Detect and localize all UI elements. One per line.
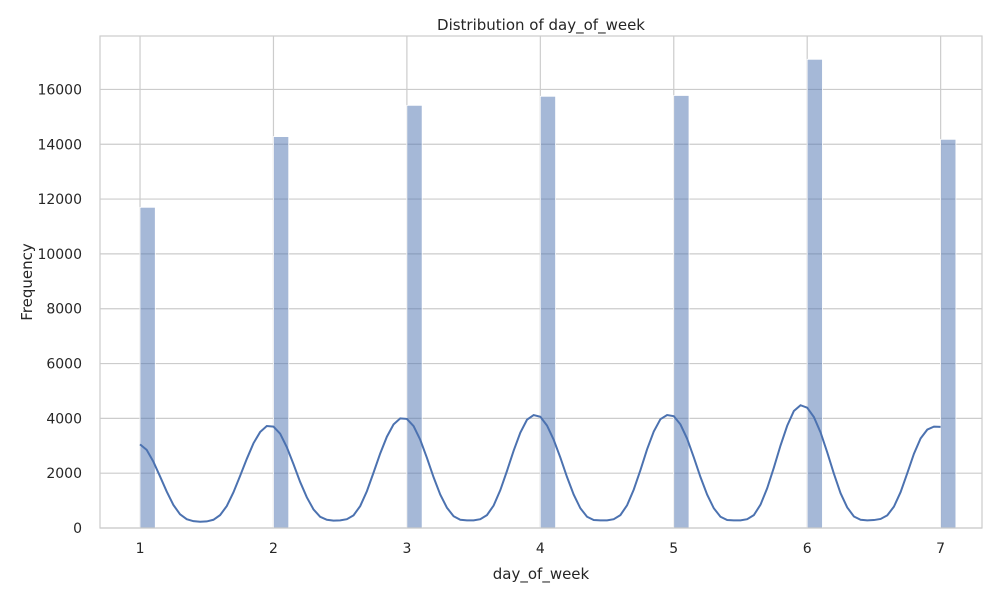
bar bbox=[806, 58, 823, 529]
x-tick-label: 5 bbox=[669, 541, 678, 557]
x-axis-title: day_of_week bbox=[493, 565, 590, 584]
y-ticks: 0 2000 4000 6000 8000 10000 12000 14000 16000 bbox=[37, 82, 82, 537]
bar bbox=[273, 136, 290, 529]
y-tick-label: 4000 bbox=[46, 411, 82, 427]
y-tick-label: 0 bbox=[73, 521, 82, 537]
x-tick-label: 1 bbox=[136, 541, 145, 557]
plot-frame bbox=[99, 35, 983, 529]
bar bbox=[673, 95, 690, 529]
y-tick-label: 16000 bbox=[37, 82, 82, 98]
bar bbox=[539, 95, 556, 529]
x-ticks: 1 2 3 4 5 6 7 bbox=[136, 541, 946, 557]
bar bbox=[406, 104, 423, 529]
y-axis-title: Frequency bbox=[18, 243, 36, 321]
y-tick-label: 8000 bbox=[46, 302, 82, 318]
x-tick-label: 3 bbox=[402, 541, 411, 557]
y-tick-label: 2000 bbox=[46, 466, 82, 482]
bar bbox=[940, 138, 957, 529]
x-tick-label: 6 bbox=[803, 541, 812, 557]
y-tick-label: 14000 bbox=[37, 137, 82, 153]
kde-line bbox=[139, 404, 941, 523]
x-tick-label: 4 bbox=[536, 541, 545, 557]
y-tick-label: 10000 bbox=[37, 247, 82, 263]
y-tick-label: 12000 bbox=[37, 192, 82, 208]
x-tick-label: 7 bbox=[936, 541, 945, 557]
chart-title: Distribution of day_of_week bbox=[437, 16, 645, 35]
x-tick-label: 2 bbox=[269, 541, 278, 557]
bar bbox=[139, 206, 156, 529]
y-tick-label: 6000 bbox=[46, 357, 82, 373]
